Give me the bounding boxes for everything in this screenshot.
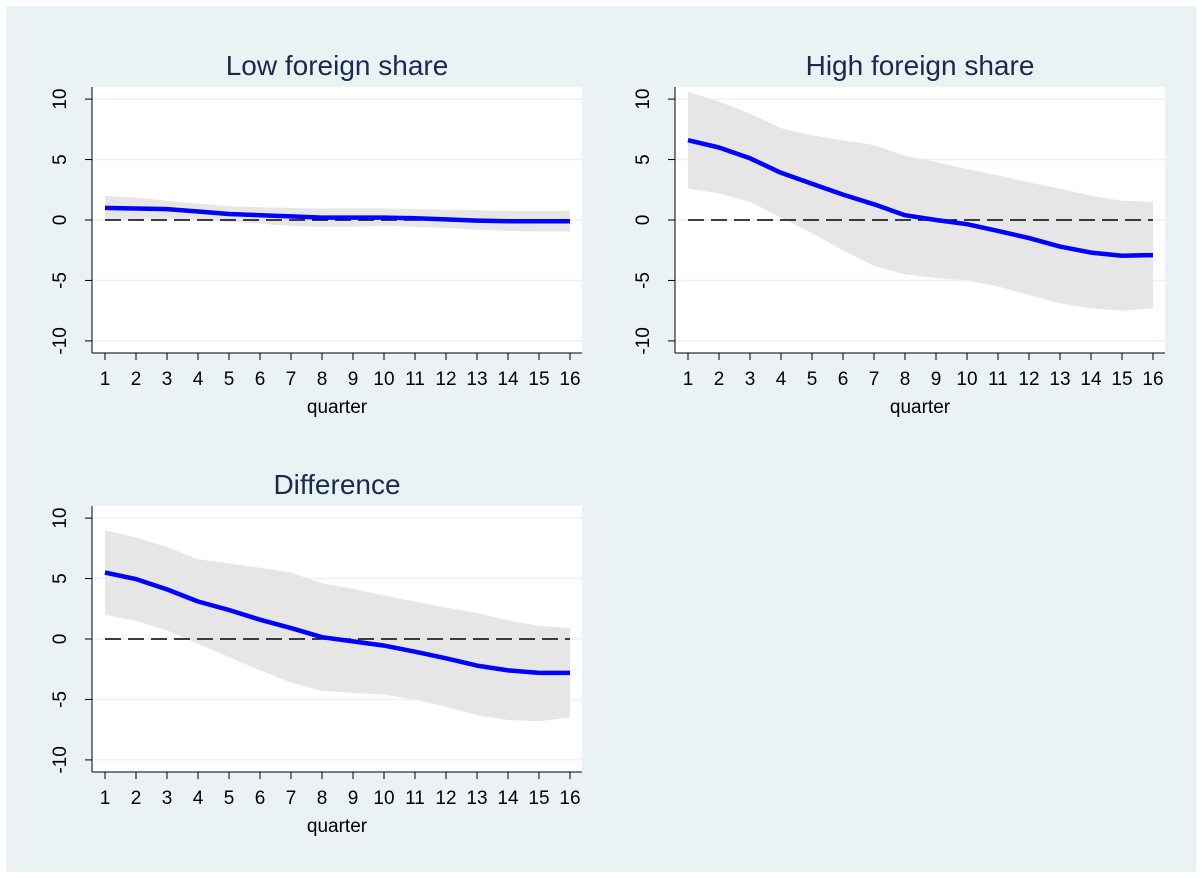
x-tick-label: 5 xyxy=(224,369,235,390)
x-tick-label: 16 xyxy=(559,788,580,809)
x-axis-label: quarter xyxy=(307,816,368,837)
x-tick-label: 13 xyxy=(1049,369,1070,390)
x-tick-label: 12 xyxy=(435,369,456,390)
x-tick-label: 11 xyxy=(405,369,425,390)
x-tick-label: 7 xyxy=(286,369,297,390)
x-tick-label: 12 xyxy=(435,788,456,809)
y-tick-label: -5 xyxy=(50,691,71,708)
x-tick-label: 9 xyxy=(931,369,942,390)
x-tick-label: 10 xyxy=(956,369,977,390)
x-tick-label: 3 xyxy=(745,369,756,390)
panel-title: Difference xyxy=(273,469,400,500)
y-tick-label: 10 xyxy=(50,508,71,529)
x-tick-label: 3 xyxy=(162,788,173,809)
y-tick-label: 0 xyxy=(633,215,654,226)
x-tick-label: 5 xyxy=(807,369,818,390)
y-tick-label: -10 xyxy=(50,327,71,354)
confidence-band xyxy=(105,530,570,722)
x-tick-label: 15 xyxy=(528,788,549,809)
y-tick-label: 0 xyxy=(50,634,71,645)
x-tick-label: 8 xyxy=(317,788,328,809)
x-tick-label: 9 xyxy=(348,788,359,809)
y-tick-label: -5 xyxy=(633,272,654,289)
x-tick-label: 14 xyxy=(1080,369,1102,390)
estimate-line xyxy=(687,138,1154,258)
y-tick-label: -5 xyxy=(50,272,71,289)
x-tick-label: 11 xyxy=(405,788,425,809)
y-tick-label: 0 xyxy=(50,215,71,226)
x-tick-label: 4 xyxy=(193,369,204,390)
x-tick-label: 14 xyxy=(497,369,519,390)
x-tick-label: 14 xyxy=(497,788,519,809)
x-tick-label: 1 xyxy=(683,369,694,390)
x-tick-label: 11 xyxy=(988,369,1008,390)
x-tick-label: 13 xyxy=(466,369,487,390)
estimate-line xyxy=(104,205,570,224)
x-tick-label: 7 xyxy=(869,369,880,390)
confidence-band xyxy=(688,91,1153,311)
x-tick-label: 16 xyxy=(559,369,580,390)
x-tick-label: 12 xyxy=(1018,369,1039,390)
x-tick-label: 10 xyxy=(373,369,394,390)
y-tick-label: 5 xyxy=(50,573,71,584)
estimate-line xyxy=(104,570,570,676)
y-tick-label: -10 xyxy=(50,746,71,773)
y-tick-label: -10 xyxy=(633,327,654,354)
x-tick-label: 15 xyxy=(1111,369,1132,390)
x-tick-label: 15 xyxy=(528,369,549,390)
x-tick-label: 1 xyxy=(100,788,111,809)
x-tick-label: 16 xyxy=(1142,369,1163,390)
x-tick-label: 8 xyxy=(317,369,328,390)
x-tick-label: 13 xyxy=(466,788,487,809)
x-tick-label: 9 xyxy=(348,369,359,390)
x-tick-label: 8 xyxy=(900,369,911,390)
panel-title: High foreign share xyxy=(806,50,1035,81)
x-tick-label: 10 xyxy=(373,788,394,809)
x-axis-label: quarter xyxy=(890,397,951,418)
y-tick-label: 10 xyxy=(633,89,654,110)
x-tick-label: 6 xyxy=(838,369,849,390)
x-tick-label: 1 xyxy=(100,369,111,390)
x-tick-label: 3 xyxy=(162,369,173,390)
x-tick-label: 6 xyxy=(255,369,266,390)
x-tick-label: 7 xyxy=(286,788,297,809)
x-tick-label: 2 xyxy=(131,369,142,390)
x-tick-label: 5 xyxy=(224,788,235,809)
confidence-band xyxy=(105,195,570,232)
x-tick-label: 4 xyxy=(193,788,204,809)
x-axis-label: quarter xyxy=(307,397,368,418)
y-tick-label: 5 xyxy=(50,154,71,165)
x-tick-label: 4 xyxy=(776,369,787,390)
x-tick-label: 2 xyxy=(714,369,725,390)
y-tick-label: 10 xyxy=(50,89,71,110)
panel-title: Low foreign share xyxy=(226,50,449,81)
x-tick-label: 6 xyxy=(255,788,266,809)
y-tick-label: 5 xyxy=(633,154,654,165)
x-tick-label: 2 xyxy=(131,788,142,809)
